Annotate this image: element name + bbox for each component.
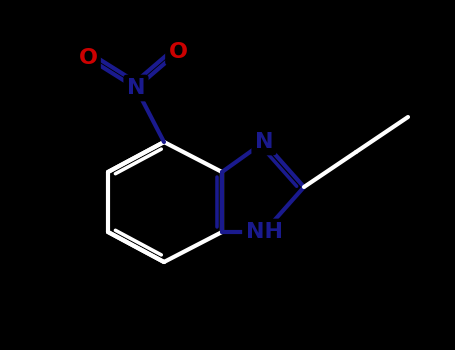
Text: N: N [127, 78, 145, 98]
Text: N: N [255, 132, 273, 152]
Text: O: O [79, 48, 97, 68]
Text: O: O [168, 42, 187, 62]
Text: NH: NH [246, 222, 283, 242]
